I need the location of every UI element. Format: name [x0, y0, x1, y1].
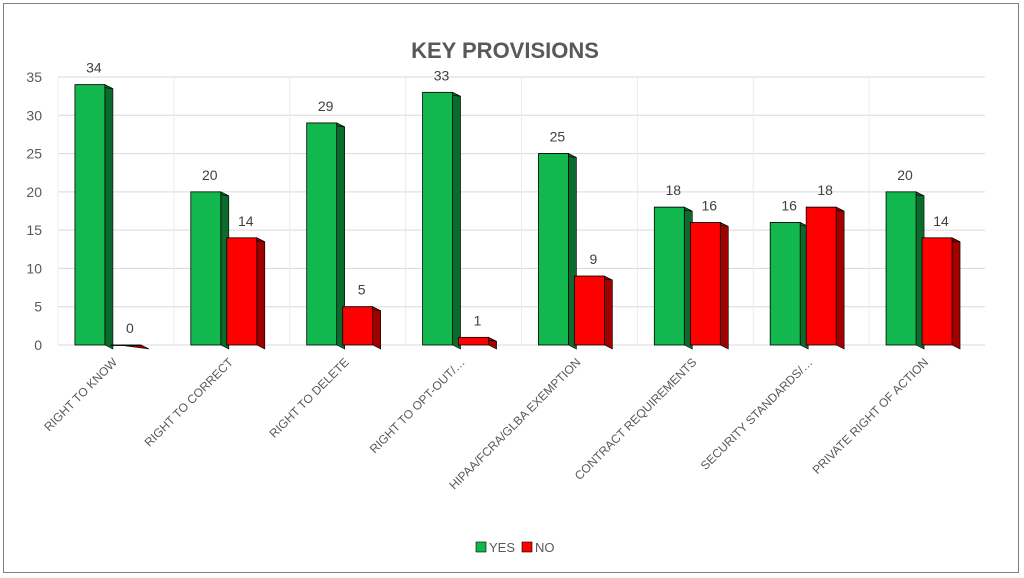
data-label: 9: [590, 251, 598, 267]
y-tick-label: 10: [26, 260, 42, 276]
x-tick-label: RIGHT TO KNOW: [41, 355, 120, 434]
data-label: 20: [897, 167, 913, 183]
data-label: 33: [434, 67, 450, 83]
chart-frame: [3, 3, 1019, 573]
bar-yes: [74, 84, 106, 346]
bar-side: [372, 306, 381, 350]
legend-swatch-yes: [475, 541, 487, 553]
bar-yes: [422, 91, 453, 346]
data-label: 25: [550, 129, 566, 145]
y-tick-label: 20: [26, 184, 42, 200]
y-tick-label: 0: [34, 337, 42, 353]
bar-no: [921, 237, 953, 346]
x-tick-label: PRIVATE RIGHT OF ACTION: [810, 355, 932, 477]
bar-side: [256, 237, 266, 350]
legend-label: NO: [535, 540, 555, 555]
data-label: 14: [933, 213, 949, 229]
data-label: 34: [86, 60, 102, 76]
x-tick-label: RIGHT TO DELETE: [266, 355, 351, 440]
bar-side: [720, 222, 729, 350]
bar-no: [805, 206, 837, 346]
y-tick-label: 25: [26, 146, 42, 162]
x-tick-label: RIGHT TO CORRECT: [142, 355, 237, 450]
data-label: 0: [126, 320, 134, 336]
data-label: 1: [474, 312, 482, 328]
data-label: 5: [358, 282, 366, 298]
data-label: 14: [238, 213, 254, 229]
y-tick-label: 15: [26, 222, 42, 238]
y-tick-label: 5: [34, 299, 42, 315]
bar-no: [574, 275, 605, 346]
bar-no: [458, 336, 489, 346]
bar-yes: [769, 222, 801, 346]
bar-side: [452, 91, 461, 350]
bar-side: [835, 206, 845, 350]
bar-yes: [190, 191, 222, 346]
data-label: 29: [318, 98, 334, 114]
bar-yes: [306, 122, 338, 346]
data-label: 20: [202, 167, 218, 183]
bar-no: [689, 222, 721, 346]
bar-yes: [885, 191, 917, 346]
bar-no: [110, 344, 142, 346]
data-label: 18: [666, 182, 682, 198]
bar-no: [226, 237, 258, 346]
x-tick-label: RIGHT TO OPT-OUT/…: [367, 355, 468, 456]
legend-label: YES: [489, 540, 515, 555]
y-tick-label: 30: [26, 107, 42, 123]
bar-yes: [538, 153, 569, 346]
x-tick-label: SECURITY STANDARDS/…: [698, 355, 816, 473]
data-label: 18: [817, 182, 833, 198]
x-tick-label: CONTRACT REQUIREMENTS: [572, 355, 700, 483]
x-tick-label: HIPAA/FCRA/GLBA EXEMPTION: [447, 355, 584, 492]
chart-title: KEY PROVISIONS: [411, 38, 599, 63]
bar-side: [604, 275, 613, 350]
data-label: 16: [702, 197, 718, 213]
legend-swatch-no: [521, 541, 533, 553]
bar-side: [951, 237, 961, 350]
bar-side: [104, 84, 114, 350]
bar-no: [342, 306, 374, 346]
bar-yes: [653, 206, 685, 346]
data-label: 16: [781, 197, 797, 213]
y-tick-label: 35: [26, 69, 42, 85]
